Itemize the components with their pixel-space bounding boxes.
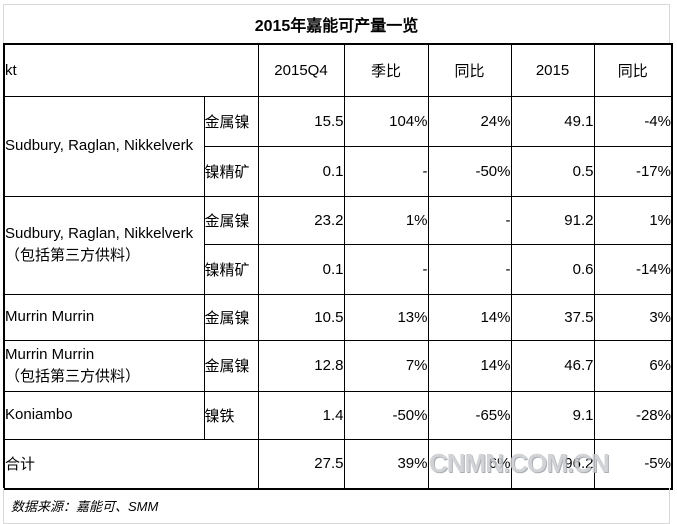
data-source-note: 数据来源：嘉能可、SMM xyxy=(11,499,159,514)
unit-header-cell: kt xyxy=(3,43,259,97)
column-header-2015q4: 2015Q4 xyxy=(257,43,345,97)
value-cell: -50% xyxy=(427,145,512,197)
product-cell: 镍精矿 xyxy=(203,243,259,295)
value-cell: 13% xyxy=(343,293,429,341)
value-cell: 14% xyxy=(427,339,512,392)
value-cell: 14% xyxy=(427,293,512,341)
site-name: Koniambo xyxy=(5,406,73,424)
table-row: Sudbury, Raglan, Nikkelverk （包括第三方供料） 金属… xyxy=(3,195,673,295)
site-cell: Sudbury, Raglan, Nikkelverk xyxy=(3,95,205,197)
header-row: kt 2015Q4 季比 同比 2015 同比 xyxy=(3,43,673,97)
site-note: （包括第三方供料） xyxy=(5,367,141,385)
value-cell: 12.8 xyxy=(257,339,345,392)
value-cell: 1% xyxy=(343,195,429,245)
value-cell: - xyxy=(343,243,429,295)
product-cell: 金属镍 xyxy=(203,95,259,147)
value-cell: -65% xyxy=(427,390,512,440)
column-header-2015: 2015 xyxy=(510,43,595,97)
table-row: 镍精矿 0.1 - -50% 0.5 -17% xyxy=(4,145,673,197)
value-cell: -50% xyxy=(343,390,429,440)
value-cell: - xyxy=(427,195,512,245)
value-cell: 0.5 xyxy=(510,145,595,197)
site-name: Sudbury, Raglan, Nikkelverk xyxy=(5,137,194,155)
value-cell: 3% xyxy=(593,293,673,341)
table-row: Sudbury, Raglan, Nikkelverk 金属镍 15.5 104… xyxy=(3,95,673,197)
column-header-yoy-year: 同比 xyxy=(593,43,673,97)
value-cell: - xyxy=(427,243,512,295)
value-cell: 9.1 xyxy=(510,390,595,440)
value-cell: 23.2 xyxy=(257,195,345,245)
total-label-cell: 合计 xyxy=(3,438,259,490)
value-cell: 6% xyxy=(593,339,673,392)
table-row: Koniambo 镍铁 1.4 -50% -65% 9.1 -28% xyxy=(3,390,673,440)
value-cell: 0.6 xyxy=(510,243,595,295)
site-name: Sudbury, Raglan, Nikkelverk xyxy=(5,225,194,243)
total-row: 合计 27.5 39% 6% 96.2 -5% xyxy=(3,438,673,490)
total-value-cell: 6% xyxy=(427,438,512,490)
value-cell: -17% xyxy=(593,145,673,197)
value-cell: 37.5 xyxy=(510,293,595,341)
product-cell: 金属镍 xyxy=(203,195,259,245)
table-row: Murrin Murrin 金属镍 10.5 13% 14% 37.5 3% xyxy=(3,293,673,341)
site-cell: Murrin Murrin （包括第三方供料） xyxy=(3,339,205,392)
value-cell: - xyxy=(343,145,429,197)
value-cell: 7% xyxy=(343,339,429,392)
total-value-cell: 27.5 xyxy=(257,438,345,490)
value-cell: -28% xyxy=(593,390,673,440)
product-cell: 金属镍 xyxy=(203,293,259,341)
site-cell: Sudbury, Raglan, Nikkelverk （包括第三方供料） xyxy=(3,195,205,295)
column-header-qoq: 季比 xyxy=(343,43,429,97)
site-name: Murrin Murrin xyxy=(5,345,95,363)
site-name: Murrin Murrin xyxy=(5,308,95,326)
source-note-box: 数据来源：嘉能可、SMM xyxy=(3,488,670,524)
site-note: （包括第三方供料） xyxy=(5,247,141,264)
value-cell: -4% xyxy=(593,95,673,147)
site-cell: Koniambo xyxy=(3,390,205,440)
table-title-box: 2015年嘉能可产量一览 xyxy=(3,4,670,43)
total-value-cell: -5% xyxy=(593,438,673,490)
value-cell: 104% xyxy=(343,95,429,147)
value-cell: 1% xyxy=(593,195,673,245)
column-header-yoy-quarter: 同比 xyxy=(427,43,512,97)
value-cell: 15.5 xyxy=(257,95,345,147)
total-value-cell: 39% xyxy=(343,438,429,490)
value-cell: 0.1 xyxy=(257,243,345,295)
product-cell: 金属镍 xyxy=(203,339,259,392)
product-cell: 镍精矿 xyxy=(203,145,259,197)
site-cell: Murrin Murrin xyxy=(3,293,205,341)
value-cell: 24% xyxy=(427,95,512,147)
table-row: 镍精矿 0.1 - - 0.6 -14% xyxy=(4,243,673,295)
value-cell: 1.4 xyxy=(257,390,345,440)
total-value-cell: 96.2 xyxy=(510,438,595,490)
table-row: Murrin Murrin （包括第三方供料） 金属镍 12.8 7% 14% … xyxy=(3,339,673,392)
value-cell: 10.5 xyxy=(257,293,345,341)
production-table: kt 2015Q4 季比 同比 2015 同比 Sudbury, Raglan,… xyxy=(3,43,673,490)
value-cell: 46.7 xyxy=(510,339,595,392)
value-cell: 91.2 xyxy=(510,195,595,245)
product-cell: 镍铁 xyxy=(203,390,259,440)
value-cell: 0.1 xyxy=(257,145,345,197)
page-title: 2015年嘉能可产量一览 xyxy=(254,18,419,35)
value-cell: 49.1 xyxy=(510,95,595,147)
value-cell: -14% xyxy=(593,243,673,295)
